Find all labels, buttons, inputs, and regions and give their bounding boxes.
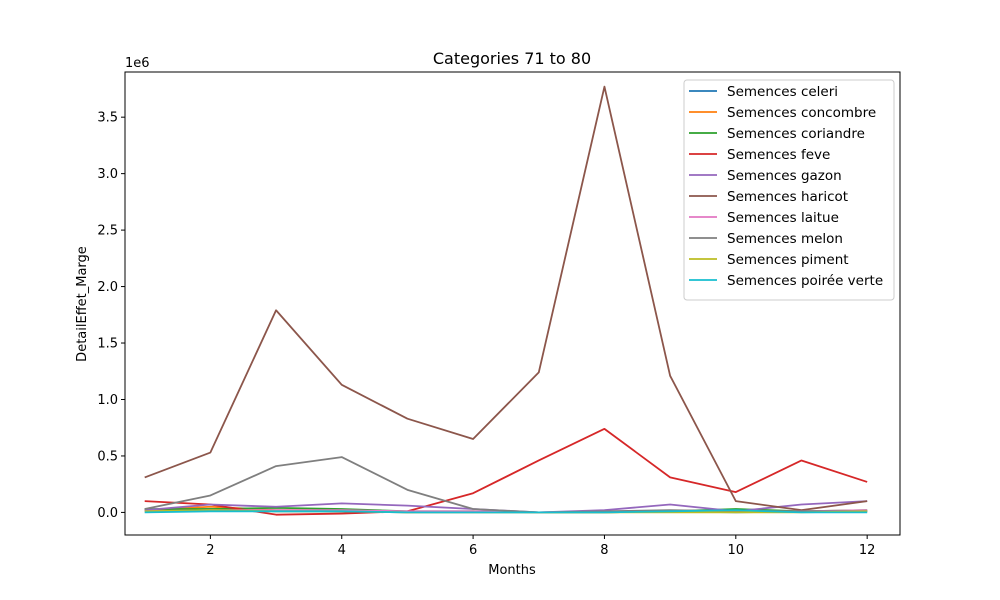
y-tick-label: 2.0 bbox=[97, 280, 118, 295]
legend-entry: Semences melon bbox=[727, 231, 843, 247]
y-tick-label: 2.5 bbox=[97, 224, 118, 239]
y-tick-label: 3.0 bbox=[97, 167, 118, 182]
x-tick-label: 4 bbox=[338, 543, 346, 558]
y-tick-label: 1.5 bbox=[97, 337, 118, 352]
y-axis: 0.0 0.5 1.0 1.5 2.0 2.5 3.0 3.5 bbox=[97, 111, 125, 521]
series-line-semences-haricot bbox=[144, 85, 868, 512]
legend-entry: Semences concombre bbox=[727, 105, 876, 121]
x-tick-label: 6 bbox=[469, 543, 477, 558]
y-axis-label: DetailEffet_Marge bbox=[75, 246, 90, 362]
y-tick-label: 3.5 bbox=[97, 111, 118, 126]
legend-entry: Semences laitue bbox=[727, 210, 839, 226]
x-axis-label: Months bbox=[488, 563, 536, 578]
plot-marks bbox=[144, 85, 868, 516]
legend-entry: Semences coriandre bbox=[727, 126, 865, 142]
legend-entry: Semences gazon bbox=[727, 168, 842, 184]
legend-box bbox=[683, 79, 895, 301]
x-tick-label: 8 bbox=[600, 543, 608, 558]
x-tick-label: 10 bbox=[728, 543, 745, 558]
series-line-semences-poir-e-verte bbox=[144, 509, 868, 514]
legend-entry: Semences celeri bbox=[727, 84, 838, 100]
x-tick-label: 12 bbox=[859, 543, 876, 558]
y-tick-label: 0.0 bbox=[97, 506, 118, 521]
y-tick-label: 0.5 bbox=[97, 449, 118, 464]
x-axis: 2 4 6 8 10 12 bbox=[206, 535, 875, 558]
series-line-semences-feve bbox=[144, 427, 868, 516]
chart-title: Categories 71 to 80 bbox=[433, 49, 591, 68]
y-tick-label: 1.0 bbox=[97, 393, 118, 408]
y-offset-label: 1e6 bbox=[125, 56, 150, 71]
plot-frame bbox=[124, 71, 901, 536]
x-tick-label: 2 bbox=[206, 543, 214, 558]
legend-entry: Semences piment bbox=[727, 252, 849, 268]
legend-entry: Semences poirée verte bbox=[727, 273, 883, 289]
legend-entry: Semences haricot bbox=[727, 189, 848, 205]
legend: Semences celeri Semences concombre Semence… bbox=[683, 79, 895, 301]
legend-entry: Semences feve bbox=[727, 147, 830, 163]
